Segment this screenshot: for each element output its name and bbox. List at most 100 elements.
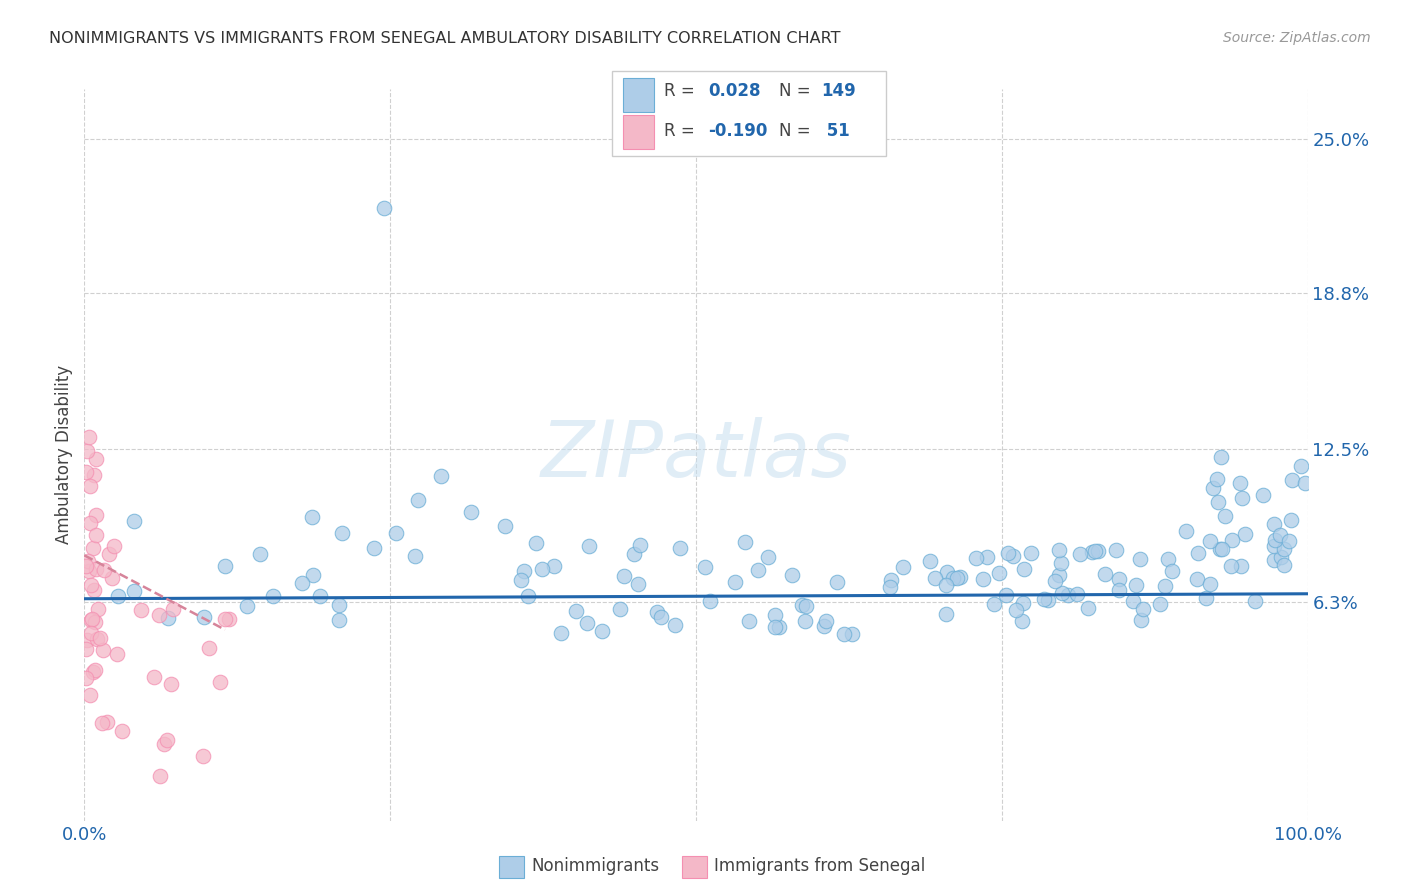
Point [1263,516,1285,531]
Point [1263,553,1285,567]
Point [160,677,183,691]
Point [1268,527,1291,541]
Point [87,602,110,616]
Point [494,519,516,533]
Point [935,565,957,579]
Point [80,626,103,640]
Point [157,611,180,625]
Point [664,618,686,632]
Point [77,554,100,568]
Point [531,562,554,576]
Point [693,560,716,574]
Point [191,748,214,763]
Point [834,627,856,641]
Point [1129,552,1152,566]
Point [1161,564,1184,578]
Point [1281,473,1303,487]
Point [1211,541,1233,556]
Point [430,468,453,483]
Point [111,724,134,739]
Point [84,508,107,523]
Point [1230,558,1253,573]
Point [1175,524,1198,538]
Point [1244,594,1267,608]
Point [565,604,588,618]
Point [627,577,650,591]
Point [100,571,122,585]
Point [86,632,108,646]
Point [1032,591,1054,606]
Point [628,538,651,552]
Point [1069,547,1091,561]
Point [1208,495,1230,509]
Point [80,611,103,625]
Point [976,549,998,564]
Point [942,571,965,585]
Text: Nonimmigrants: Nonimmigrants [531,857,659,875]
Text: 0.028: 0.028 [709,82,761,100]
Point [129,602,152,616]
Point [1043,574,1066,588]
Point [84,561,107,575]
Point [924,571,946,585]
Point [669,541,692,555]
Point [1105,542,1128,557]
Text: R =: R = [664,82,700,100]
Point [738,614,761,628]
Point [328,598,350,612]
Point [149,769,172,783]
Point [880,573,903,587]
Point [1125,578,1147,592]
Point [1209,450,1232,464]
Point [794,599,817,614]
Point [814,614,837,628]
Point [82,665,104,680]
Point [650,610,672,624]
Point [724,575,747,590]
Point [79,516,101,530]
Point [794,614,817,628]
Point [75,466,97,480]
Text: 51: 51 [821,122,849,140]
Point [84,663,107,677]
Y-axis label: Ambulatory Disability: Ambulatory Disability [55,366,73,544]
Point [945,571,967,585]
Point [301,568,323,582]
Point [1084,543,1107,558]
Point [995,588,1018,602]
Point [1049,543,1071,558]
Point [1279,513,1302,527]
Point [235,599,257,614]
Point [1153,579,1175,593]
Point [82,541,104,556]
Text: NONIMMIGRANTS VS IMMIGRANTS FROM SENEGAL AMBULATORY DISABILITY CORRELATION CHART: NONIMMIGRANTS VS IMMIGRANTS FROM SENEGAL… [49,31,841,46]
Point [84,615,107,629]
Point [193,609,215,624]
Point [893,560,915,574]
Point [122,584,145,599]
Point [763,608,786,623]
Point [89,632,111,646]
Point [1205,472,1227,486]
Point [1187,546,1209,560]
Point [1094,567,1116,582]
Point [1199,577,1222,591]
Point [1263,539,1285,553]
Point [747,563,769,577]
Point [813,619,835,633]
Point [330,525,353,540]
Point [935,578,957,592]
Point [935,607,957,621]
Point [609,602,631,616]
Point [91,716,114,731]
Point [84,452,107,467]
Point [1149,597,1171,611]
Point [1272,542,1295,557]
Point [107,589,129,603]
Text: R =: R = [664,122,700,140]
Point [756,549,779,564]
Point [578,539,600,553]
Point [77,564,100,578]
Point [543,559,565,574]
Text: Source: ZipAtlas.com: Source: ZipAtlas.com [1223,31,1371,45]
